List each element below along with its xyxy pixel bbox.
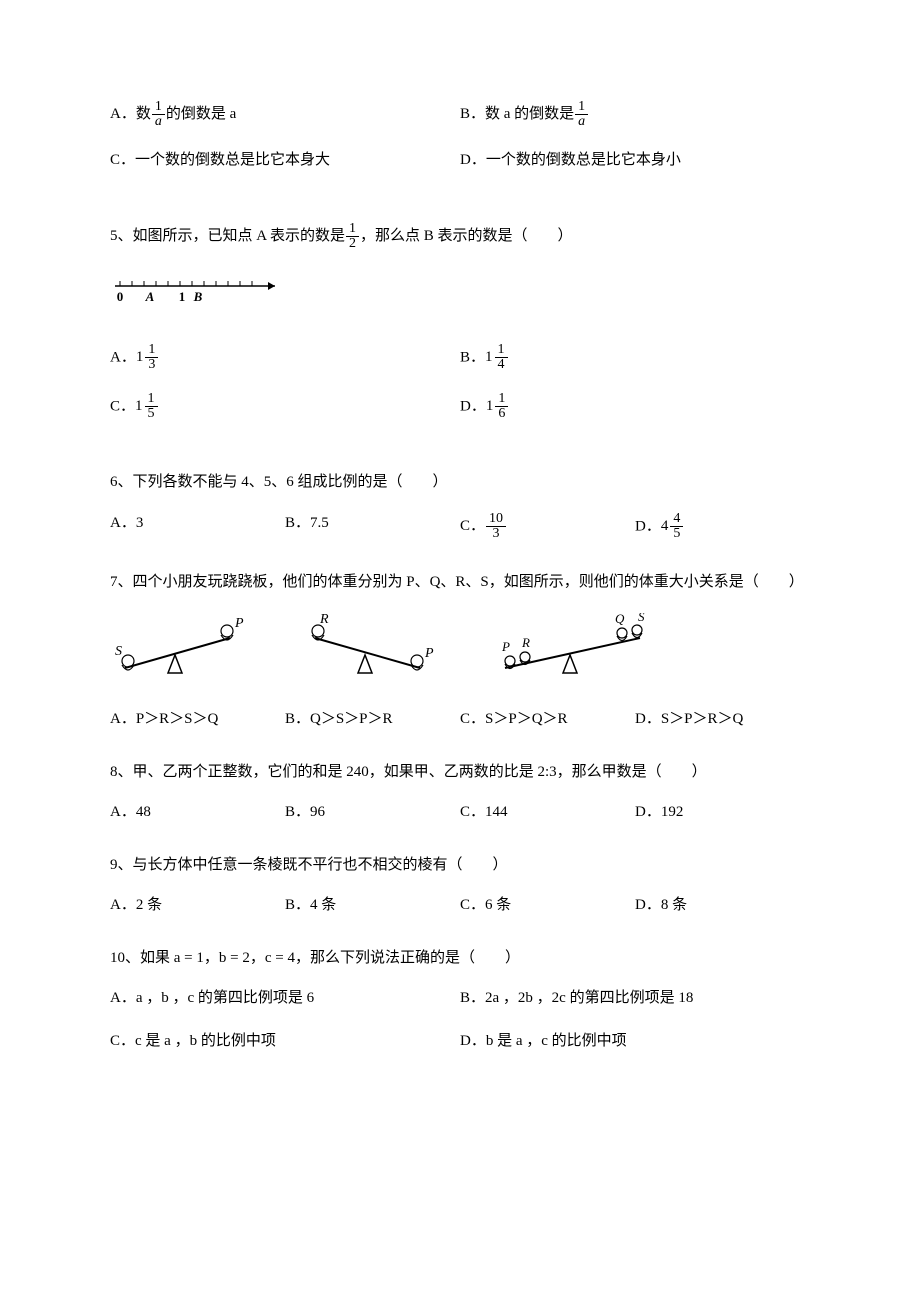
q9-option-c: C．6 条 — [460, 894, 635, 917]
q10-option-b: B．2a ，2b ，2c 的第四比例项是 18 — [460, 987, 810, 1010]
q10-option-c: C．c 是 a ，b 的比例中项 — [110, 1030, 460, 1053]
q5-option-d: D．116 — [460, 392, 810, 421]
q8-stem: 8、甲、乙两个正整数，它们的和是 240，如果甲、乙两数的比是 2:3，那么甲数… — [110, 761, 810, 784]
question-10: 10、如果 a = 1，b = 2，c = 4，那么下列说法正确的是（ ） A．… — [110, 947, 810, 1073]
svg-text:S: S — [638, 613, 645, 624]
number-line-diagram: 0 A 1 B — [110, 271, 290, 319]
q9-option-a: A．2 条 — [110, 894, 285, 917]
q7-option-c: C．S＞P＞Q＞R — [460, 708, 635, 731]
q4-option-a: A．数1a的倒数是 a — [110, 100, 460, 129]
q5-option-c: C．115 — [110, 392, 460, 421]
q9-option-d: D．8 条 — [635, 894, 810, 917]
question-6: 6、下列各数不能与 4、5、6 组成比例的是（ ） A．3 B．7.5 C．10… — [110, 471, 810, 541]
q10-stem: 10、如果 a = 1，b = 2，c = 4，那么下列说法正确的是（ ） — [110, 947, 810, 970]
question-8: 8、甲、乙两个正整数，它们的和是 240，如果甲、乙两数的比是 2:3，那么甲数… — [110, 761, 810, 824]
text: A．数 — [110, 106, 151, 122]
q7-option-b: B．Q＞S＞P＞R — [285, 708, 460, 731]
q7-option-d: D．S＞P＞R＞Q — [635, 708, 810, 731]
q6-option-d: D．445 — [635, 512, 810, 541]
q4-option-b: B．数 a 的倒数是1a — [460, 100, 810, 129]
question-7: 7、四个小朋友玩跷跷板，他们的体重分别为 P、Q、R、S，如图所示，则他们的体重… — [110, 571, 810, 731]
q4-option-d: D．一个数的倒数总是比它本身小 — [460, 149, 810, 172]
q6-option-b: B．7.5 — [285, 512, 460, 541]
svg-text:Q: Q — [615, 613, 625, 626]
svg-text:1: 1 — [179, 289, 186, 304]
q7-stem: 7、四个小朋友玩跷跷板，他们的体重分别为 P、Q、R、S，如图所示，则他们的体重… — [110, 571, 810, 594]
q5-option-b: B．114 — [460, 343, 810, 372]
svg-text:P: P — [501, 639, 510, 654]
q9-option-b: B．4 条 — [285, 894, 460, 917]
q8-option-c: C．144 — [460, 801, 635, 824]
svg-text:R: R — [521, 635, 530, 650]
q6-option-c: C．103 — [460, 512, 635, 541]
seesaw-3: P R Q S — [490, 613, 660, 683]
q7-option-a: A．P＞R＞S＞Q — [110, 708, 285, 731]
q8-option-b: B．96 — [285, 801, 460, 824]
svg-text:B: B — [193, 289, 203, 304]
q10-option-d: D．b 是 a ，c 的比例中项 — [460, 1030, 810, 1053]
seesaw-1: S P — [110, 613, 250, 683]
q9-stem: 9、与长方体中任意一条棱既不平行也不相交的棱有（ ） — [110, 854, 810, 877]
svg-text:P: P — [234, 616, 244, 631]
q5-stem: 5、如图所示，已知点 A 表示的数是12，那么点 B 表示的数是（ ） — [110, 222, 810, 251]
svg-text:R: R — [319, 613, 329, 627]
q10-option-a: A．a ，b ，c 的第四比例项是 6 — [110, 987, 460, 1010]
seesaw-diagrams: S P R P P R Q S — [110, 613, 810, 683]
svg-text:A: A — [145, 289, 155, 304]
q8-option-a: A．48 — [110, 801, 285, 824]
question-9: 9、与长方体中任意一条棱既不平行也不相交的棱有（ ） A．2 条 B．4 条 C… — [110, 854, 810, 917]
question-5: 5、如图所示，已知点 A 表示的数是12，那么点 B 表示的数是（ ） 0 A — [110, 222, 810, 442]
text: 的倒数是 a — [166, 106, 236, 122]
q8-option-d: D．192 — [635, 801, 810, 824]
q6-stem: 6、下列各数不能与 4、5、6 组成比例的是（ ） — [110, 471, 810, 494]
q6-option-a: A．3 — [110, 512, 285, 541]
svg-text:S: S — [115, 644, 122, 659]
svg-text:P: P — [424, 646, 434, 661]
text: B．数 a 的倒数是 — [460, 106, 574, 122]
seesaw-2: R P — [300, 613, 440, 683]
svg-text:0: 0 — [117, 289, 124, 304]
q5-option-a: A．113 — [110, 343, 460, 372]
q4-option-c: C．一个数的倒数总是比它本身大 — [110, 149, 460, 172]
question-4-options: A．数1a的倒数是 a B．数 a 的倒数是1a C．一个数的倒数总是比它本身大… — [110, 100, 810, 192]
